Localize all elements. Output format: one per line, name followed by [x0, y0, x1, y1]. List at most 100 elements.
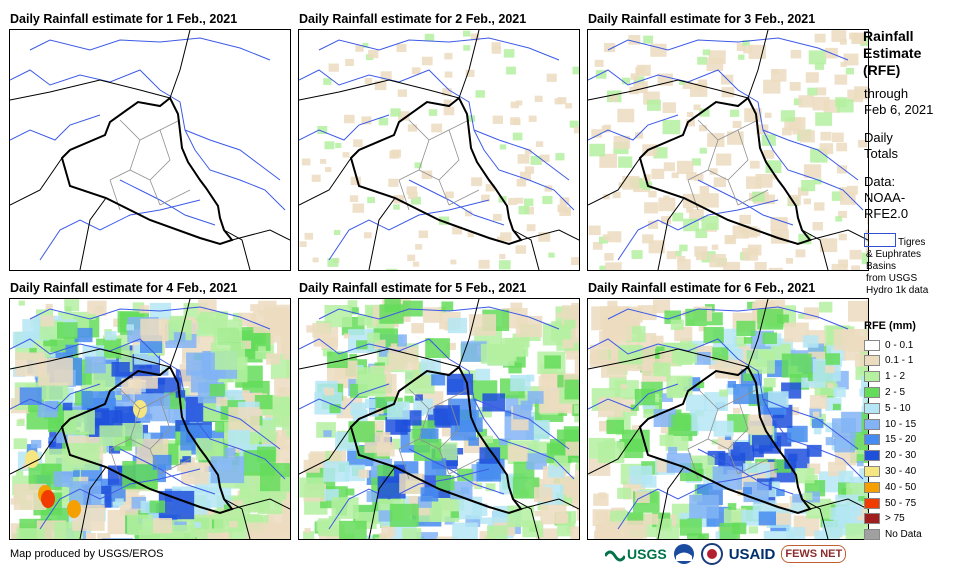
rainfall-cell: [207, 532, 230, 539]
rainfall-cell: [666, 251, 677, 260]
legend-item: 1 - 2: [864, 370, 905, 384]
basin-river-line: [10, 338, 286, 480]
rainfall-cell: [520, 400, 533, 411]
rainfall-cell: [848, 300, 868, 322]
rainfall-cell: [797, 187, 809, 196]
rainfall-cell: [635, 66, 645, 75]
rainfall-cell: [749, 160, 760, 169]
rainfall-cell: [694, 173, 704, 181]
rainfall-cell: [499, 260, 511, 270]
rainfall-cell: [679, 244, 688, 252]
rainfall-cell: [424, 33, 435, 42]
rainfall-cell: [843, 53, 859, 66]
rainfall-cell: [723, 261, 741, 270]
rainfall-cell: [524, 198, 534, 206]
rainfall-cell: [633, 352, 641, 359]
rainfall-map-6: [588, 299, 868, 539]
rainfall-cell: [719, 389, 728, 397]
rainfall-cell: [452, 522, 478, 539]
rainfall-cell: [469, 314, 496, 336]
rainfall-cell: [576, 507, 579, 521]
basin-river-line: [318, 37, 560, 61]
iraq-boundary: [60, 96, 234, 246]
rainfall-cell: [143, 433, 151, 440]
rainfall-cell: [827, 383, 834, 389]
rainfall-cell: [693, 104, 701, 111]
rainfall-cell: [356, 340, 368, 350]
rainfall-cell: [415, 394, 423, 401]
rainfall-cell: [405, 369, 435, 394]
rainfall-cell: [57, 322, 78, 339]
rainfall-cell: [330, 450, 347, 464]
rainfall-cell: [357, 314, 372, 326]
rainfall-cell: [647, 99, 661, 111]
daily-totals: Daily Totals: [864, 130, 898, 162]
rainfall-cell: [534, 487, 553, 503]
rainfall-cell: [140, 318, 169, 342]
rainfall-cell: [814, 62, 824, 70]
heavy-rain-cell: [41, 490, 55, 508]
usgs-text: USGS: [627, 546, 667, 562]
rainfall-cell: [618, 156, 633, 168]
rainfall-cell: [635, 132, 644, 139]
legend-label: 50 - 75: [885, 497, 917, 509]
country-boundary: [299, 426, 352, 475]
rainfall-cell: [699, 125, 707, 132]
rainfall-cell: [802, 335, 819, 348]
basin-river-line: [119, 448, 216, 495]
legend-label: 1 - 2: [885, 371, 906, 383]
rainfall-cell: [65, 443, 100, 471]
basin-river-line: [762, 129, 859, 181]
basin-river-line: [697, 179, 794, 226]
basin-river-line: [299, 69, 575, 211]
rainfall-cell: [727, 381, 736, 388]
rainfall-cell: [808, 50, 827, 65]
rainfall-cell: [764, 112, 772, 118]
rainfall-cell: [43, 335, 58, 347]
rainfall-cell: [228, 407, 260, 433]
rainfall-cell: [193, 522, 201, 528]
rainfall-cell: [463, 45, 471, 51]
rainfall-cell: [538, 232, 551, 242]
rainfall-cell: [479, 447, 501, 464]
country-boundary: [368, 466, 396, 539]
rainfall-cell: [819, 301, 833, 313]
rainfall-cell: [398, 111, 410, 121]
rainfall-cell: [414, 162, 422, 169]
rainfall-cell: [463, 30, 471, 37]
rainfall-cell: [312, 257, 319, 263]
rainfall-cell: [115, 498, 124, 506]
rainfall-cell: [352, 203, 365, 213]
basin-river-line: [408, 448, 505, 495]
rainfall-cell: [559, 206, 571, 216]
rainfall-cell: [323, 461, 349, 482]
basin-river-line: [473, 129, 570, 181]
rainfall-cell: [355, 45, 364, 52]
rainfall-cell: [353, 139, 363, 148]
rainfall-cell: [795, 468, 815, 484]
rainfall-cell: [497, 236, 504, 243]
rainfall-cell: [701, 251, 716, 263]
rainfall-cell: [756, 124, 769, 135]
rainfall-cell: [713, 420, 734, 437]
rainfall-cell: [88, 314, 96, 320]
rainfall-cell: [182, 456, 191, 463]
legend-item: 40 - 50: [864, 480, 916, 494]
rainfall-cell: [732, 120, 742, 128]
rainfall-cell: [787, 425, 808, 443]
legend-label: 5 - 10: [885, 402, 911, 414]
legend-item: 5 - 10: [864, 401, 911, 415]
rainfall-cell: [627, 337, 641, 349]
rainfall-cell: [499, 144, 507, 150]
rainfall-cell: [752, 435, 773, 452]
rainfall-cell: [768, 267, 783, 270]
legend-swatch: [864, 497, 880, 509]
rainfall-cell: [648, 190, 657, 198]
rainfall-cell: [280, 397, 290, 417]
rainfall-cell: [546, 73, 557, 82]
rainfall-cell: [316, 520, 330, 532]
rainfall-cell: [515, 315, 543, 338]
rainfall-cell: [91, 380, 106, 392]
rainfall-cell: [742, 487, 752, 495]
rainfall-cell: [822, 521, 835, 531]
